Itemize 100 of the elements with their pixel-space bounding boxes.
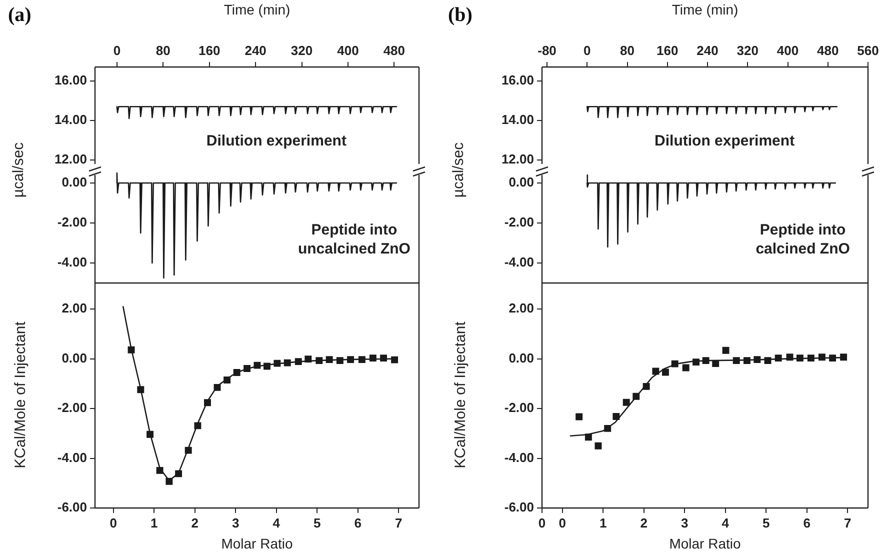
point xyxy=(304,356,312,363)
y-axis-title: KCal/Mole of Injectant xyxy=(452,320,470,470)
y-tick-label: -2.00 xyxy=(504,400,534,416)
y-tick-label: 0.00 xyxy=(508,350,534,366)
point xyxy=(214,384,221,391)
point xyxy=(137,386,144,394)
y-axis-title: KCal/Mole of Injectant xyxy=(12,320,30,470)
y-tick-label: 12.00 xyxy=(501,152,534,167)
y-tick-label: -2.00 xyxy=(504,214,534,230)
point xyxy=(166,478,173,485)
x-tick-label: 320 xyxy=(736,42,758,58)
y-axis-title: µcal/sec xyxy=(450,142,467,198)
x-tick-label: 240 xyxy=(696,42,718,58)
x-tick-label: 3 xyxy=(232,515,240,530)
point xyxy=(380,354,388,362)
point xyxy=(702,357,710,364)
point xyxy=(662,368,669,376)
y-tick-label: -4.00 xyxy=(504,254,534,270)
chart-title: (b) xyxy=(448,4,472,27)
x-tick-label: 480 xyxy=(817,42,839,58)
point xyxy=(829,354,836,362)
x-axis-title: Molar Ratio xyxy=(221,535,293,552)
x-tick-label: 2 xyxy=(640,515,648,530)
point xyxy=(194,422,202,430)
x-axis-title: Time (min) xyxy=(672,1,738,18)
point xyxy=(612,413,620,420)
y-tick-label: -2.00 xyxy=(57,400,87,416)
x-tick-label: 7 xyxy=(844,515,852,530)
x-tick-label: 7 xyxy=(395,515,402,530)
x-tick-label: 320 xyxy=(290,42,313,58)
x-tick-label: 0 xyxy=(584,42,591,58)
y-tick-label: 0.00 xyxy=(508,174,534,190)
x-tick-label: 4 xyxy=(722,515,730,530)
point xyxy=(732,357,740,364)
annotation: Dilution experiment xyxy=(206,132,346,150)
point xyxy=(274,360,281,367)
point xyxy=(712,360,720,368)
point xyxy=(576,413,583,420)
x-tick-label: 80 xyxy=(620,42,634,58)
x-tick-label: 2 xyxy=(191,515,198,530)
point xyxy=(818,354,826,361)
point xyxy=(175,470,182,478)
x-tick-label: 80 xyxy=(156,42,170,58)
x-axis-title: Time (min) xyxy=(224,1,290,18)
x-tick-label: 480 xyxy=(383,42,406,58)
y-tick-label: -4.00 xyxy=(57,450,87,465)
point xyxy=(774,354,782,362)
point xyxy=(358,356,366,364)
y-tick-label: -6.00 xyxy=(504,500,534,515)
y-tick-label: 16.00 xyxy=(54,72,87,88)
y-tick-label: 0.00 xyxy=(62,350,87,366)
point xyxy=(316,357,323,364)
x-tick-label: 0 xyxy=(113,42,121,58)
y-tick-label: -4.00 xyxy=(504,450,534,465)
point xyxy=(128,346,135,354)
y-tick-label: -4.00 xyxy=(57,254,87,270)
point xyxy=(786,354,794,361)
point xyxy=(692,358,700,366)
point xyxy=(840,354,848,361)
x-tick-label: 1 xyxy=(150,515,158,530)
x-tick-label: -80 xyxy=(538,42,556,58)
point xyxy=(369,354,376,362)
y-tick-label: 2.00 xyxy=(508,300,534,316)
x-tick-label: 560 xyxy=(857,42,879,58)
point xyxy=(682,364,690,372)
chart-title: (a) xyxy=(8,4,32,27)
x-tick-label: 6 xyxy=(803,515,810,530)
point xyxy=(622,398,630,406)
point xyxy=(764,357,772,364)
point xyxy=(743,357,750,364)
point xyxy=(604,424,612,432)
x-tick-label: 400 xyxy=(337,42,359,58)
x-tick-label: 160 xyxy=(198,42,220,58)
point xyxy=(652,368,660,375)
x-axis-title: Molar Ratio xyxy=(669,535,741,552)
x-tick-label: 5 xyxy=(313,515,321,530)
y-tick-label: -6.00 xyxy=(57,500,87,515)
point xyxy=(642,382,650,390)
annotation: Peptide into calcined ZnO xyxy=(756,222,850,258)
point xyxy=(233,369,240,376)
x-tick-label: 0 xyxy=(110,515,117,530)
point xyxy=(807,354,814,362)
point xyxy=(264,362,270,370)
y-tick-label: 14.00 xyxy=(501,112,534,128)
x-tick-label: 0 xyxy=(538,515,546,530)
point xyxy=(632,392,640,400)
x-tick-label: 6 xyxy=(354,515,362,530)
point xyxy=(184,446,192,454)
point xyxy=(796,354,804,362)
point xyxy=(294,358,302,366)
y-tick-label: 14.00 xyxy=(54,112,87,128)
point xyxy=(224,376,231,384)
x-tick-label: 4 xyxy=(272,515,281,530)
point xyxy=(254,362,261,369)
point xyxy=(347,356,354,364)
x-tick-label: 0 xyxy=(558,515,566,530)
point xyxy=(204,399,211,406)
point xyxy=(146,430,154,438)
x-tick-label: 400 xyxy=(776,42,799,58)
point xyxy=(671,360,678,368)
